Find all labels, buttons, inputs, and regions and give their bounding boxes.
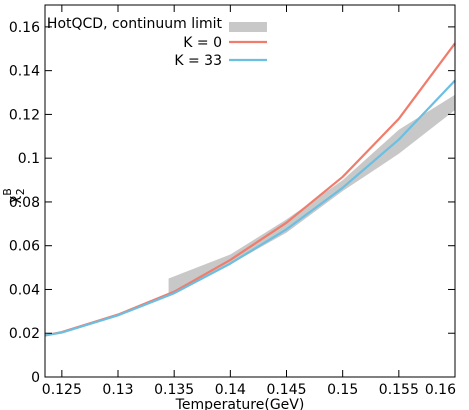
x-axis-label: Temperature(GeV) xyxy=(175,397,305,410)
legend-label-k33: K = 33 xyxy=(174,53,222,69)
y-tick-label: 0.14 xyxy=(9,64,40,80)
y-axis-label: χB2 xyxy=(1,188,27,204)
y-tick-label: 0.12 xyxy=(9,107,40,123)
y-tick-label: 0.04 xyxy=(9,282,40,298)
y-tick-label: 0.06 xyxy=(9,239,40,255)
y-axis-label-main: χ xyxy=(6,196,22,204)
legend: HotQCD, continuum limit K = 0 K = 33 xyxy=(47,16,267,69)
x-tick-label: 0.135 xyxy=(154,382,194,398)
y-tick-label: 0.1 xyxy=(18,151,40,167)
legend-swatch-band xyxy=(229,22,267,32)
y-tick-label: 0.02 xyxy=(9,326,40,342)
band-layer xyxy=(168,94,455,296)
legend-label-k0: K = 0 xyxy=(183,35,222,51)
series-line-0 xyxy=(44,42,456,337)
x-tick-label: 0.145 xyxy=(266,382,306,398)
y-tick-label: 0.08 xyxy=(9,195,40,211)
x-tick-label: 0.15 xyxy=(327,382,358,398)
hotqcd-band xyxy=(168,94,455,296)
ticks-layer: 0 0.02 0.04 0.06 0.08 0.1 0.12 0.14 0.16 0.125 0.1… xyxy=(9,5,456,398)
x-tick-label: 0.13 xyxy=(102,382,133,398)
plot-frame xyxy=(44,4,456,378)
series-line-1 xyxy=(44,79,456,337)
y-axis-label-group: χB2 xyxy=(1,188,27,204)
legend-label-band: HotQCD, continuum limit xyxy=(47,16,223,32)
y-axis-label-sub: 2 xyxy=(14,188,27,195)
x-tick-label: 0.14 xyxy=(215,382,246,398)
x-tick-label: 0.155 xyxy=(379,382,419,398)
x-tick-label: 0.125 xyxy=(42,382,82,398)
y-tick-label: 0 xyxy=(31,370,40,386)
y-axis-label-sup: B xyxy=(1,188,14,196)
y-tick-label: 0.16 xyxy=(9,20,40,36)
x-tick-label: 0.16 xyxy=(425,382,456,398)
series-layer xyxy=(44,42,456,337)
